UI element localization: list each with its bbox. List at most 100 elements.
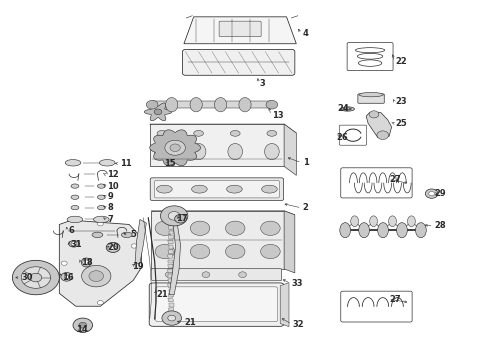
Text: 13: 13 <box>272 111 284 120</box>
Circle shape <box>61 261 67 265</box>
Circle shape <box>73 318 93 332</box>
Circle shape <box>369 111 379 118</box>
Bar <box>168 298 173 302</box>
Ellipse shape <box>230 130 240 136</box>
Text: 15: 15 <box>164 159 176 168</box>
Ellipse shape <box>267 130 277 136</box>
Circle shape <box>98 222 103 226</box>
FancyBboxPatch shape <box>152 269 282 281</box>
Text: 12: 12 <box>107 171 119 180</box>
Ellipse shape <box>359 223 369 238</box>
Circle shape <box>89 271 103 282</box>
Bar <box>168 269 173 273</box>
Text: 17: 17 <box>175 214 187 223</box>
Bar <box>168 225 174 229</box>
Text: 14: 14 <box>76 325 88 334</box>
Text: 6: 6 <box>68 226 74 235</box>
Ellipse shape <box>71 195 79 199</box>
FancyBboxPatch shape <box>156 287 278 321</box>
Ellipse shape <box>378 223 389 238</box>
Text: 7: 7 <box>107 215 113 224</box>
Polygon shape <box>184 17 296 44</box>
Ellipse shape <box>340 223 350 238</box>
Ellipse shape <box>71 206 79 210</box>
Ellipse shape <box>239 98 251 112</box>
Circle shape <box>98 301 103 305</box>
Text: 5: 5 <box>130 230 136 239</box>
Polygon shape <box>151 211 295 215</box>
Text: 22: 22 <box>395 57 407 66</box>
FancyBboxPatch shape <box>182 49 295 75</box>
Bar <box>169 231 174 234</box>
Circle shape <box>168 212 180 220</box>
Bar <box>151 211 284 269</box>
Bar <box>168 312 174 316</box>
Circle shape <box>165 272 173 278</box>
Polygon shape <box>145 103 171 121</box>
Bar <box>168 240 173 244</box>
Circle shape <box>174 215 186 223</box>
Bar <box>169 303 174 307</box>
Circle shape <box>82 265 111 287</box>
Circle shape <box>202 272 210 278</box>
Text: 28: 28 <box>435 221 446 230</box>
Circle shape <box>71 242 77 246</box>
Ellipse shape <box>157 130 167 136</box>
Polygon shape <box>366 113 392 138</box>
Ellipse shape <box>396 223 407 238</box>
Bar <box>168 235 173 239</box>
Circle shape <box>12 260 59 295</box>
Ellipse shape <box>71 184 79 188</box>
Ellipse shape <box>69 240 79 247</box>
Text: 29: 29 <box>435 189 446 198</box>
Circle shape <box>170 144 180 152</box>
Circle shape <box>155 221 174 235</box>
Bar <box>168 260 173 263</box>
Text: 3: 3 <box>260 80 266 89</box>
Bar <box>150 124 284 166</box>
Polygon shape <box>150 124 296 133</box>
FancyBboxPatch shape <box>149 283 284 326</box>
Bar <box>169 245 173 249</box>
Ellipse shape <box>191 144 206 159</box>
Text: 16: 16 <box>62 273 74 282</box>
Ellipse shape <box>98 195 105 199</box>
Polygon shape <box>284 124 296 175</box>
Ellipse shape <box>265 144 279 159</box>
Text: 24: 24 <box>338 104 349 113</box>
Bar <box>169 221 174 225</box>
Text: 11: 11 <box>121 159 132 168</box>
FancyBboxPatch shape <box>341 291 412 322</box>
Bar <box>168 264 173 268</box>
Ellipse shape <box>389 216 396 226</box>
Circle shape <box>30 273 42 282</box>
Bar <box>168 279 173 283</box>
Polygon shape <box>167 218 180 295</box>
Circle shape <box>162 311 181 325</box>
Circle shape <box>225 221 245 235</box>
FancyBboxPatch shape <box>150 178 284 201</box>
Text: 18: 18 <box>81 258 93 267</box>
Bar <box>168 250 173 254</box>
Circle shape <box>154 109 162 115</box>
Text: 33: 33 <box>292 279 303 288</box>
Text: 26: 26 <box>337 133 348 142</box>
Polygon shape <box>280 283 289 327</box>
Ellipse shape <box>99 159 115 166</box>
Ellipse shape <box>98 206 105 210</box>
Circle shape <box>239 272 246 278</box>
Text: 27: 27 <box>389 175 401 184</box>
Ellipse shape <box>408 216 416 226</box>
Circle shape <box>131 244 137 248</box>
Text: 23: 23 <box>395 97 407 106</box>
Circle shape <box>155 244 174 259</box>
Circle shape <box>21 267 50 288</box>
Circle shape <box>429 192 435 196</box>
Text: 4: 4 <box>303 29 309 38</box>
Text: 2: 2 <box>303 203 309 212</box>
Ellipse shape <box>166 98 178 112</box>
Bar <box>168 283 173 288</box>
Bar <box>169 289 173 292</box>
Circle shape <box>106 242 120 252</box>
Polygon shape <box>59 220 142 306</box>
